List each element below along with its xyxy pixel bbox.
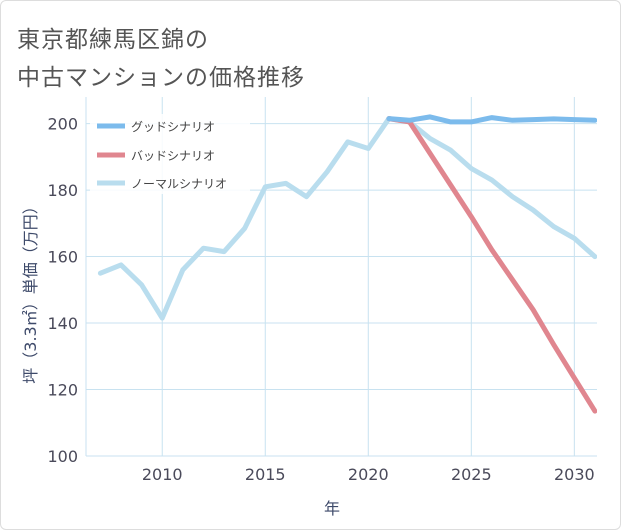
data-point-good [531, 118, 535, 121]
data-point-bad [470, 215, 473, 218]
data-point-bad [531, 308, 535, 311]
y-tick-label: 100 [47, 447, 78, 466]
data-point-normal [573, 237, 576, 240]
legend-label-bad: バッドシナリオ [131, 149, 215, 163]
data-point-normal [470, 167, 473, 170]
y-tick-label: 180 [47, 181, 78, 200]
data-point-normal [202, 247, 205, 250]
data-point-good [511, 119, 514, 122]
x-tick-label: 2015 [245, 465, 286, 484]
series-lines [97, 114, 597, 414]
data-point-good [552, 117, 555, 121]
data-point-bad [593, 409, 597, 413]
data-point-normal [531, 208, 535, 212]
data-point-normal [181, 268, 185, 272]
data-point-bad [449, 183, 452, 187]
x-axis-title: 年 [324, 499, 340, 518]
x-axis-ticks: 2010 2015 2020 2025 2030 [142, 465, 595, 484]
data-point-good [449, 120, 452, 124]
legend-label-good: グッドシナリオ [131, 120, 215, 134]
legend: グッドシナリオ バッドシナリオ ノーマルシナリオ [90, 114, 250, 194]
x-tick-label: 2020 [348, 465, 389, 484]
data-point-good [593, 119, 597, 122]
data-point-normal [140, 283, 143, 287]
data-point-normal [511, 195, 514, 198]
data-point-normal [161, 316, 164, 320]
y-tick-label: 160 [47, 248, 78, 267]
data-point-normal [325, 170, 329, 173]
data-point-bad [490, 248, 494, 252]
y-axis-ticks: 100 120 140 160 180 200 [47, 115, 78, 466]
data-point-normal [222, 250, 226, 253]
data-point-good [490, 116, 494, 119]
data-point-normal [367, 147, 370, 150]
data-point-normal [119, 263, 123, 267]
data-point-normal [490, 178, 494, 182]
data-point-normal [264, 185, 267, 188]
chart-title-line2: 中古マンションの価格推移 [17, 65, 305, 91]
data-point-normal [284, 182, 288, 185]
data-point-good [408, 119, 411, 122]
data-point-bad [552, 343, 555, 346]
series-line-bad [386, 116, 597, 414]
x-tick-label: 2025 [451, 465, 492, 484]
data-point-bad [428, 152, 432, 155]
data-point-good [387, 117, 391, 120]
y-tick-label: 140 [47, 314, 78, 333]
data-point-normal [428, 137, 432, 140]
y-tick-label: 120 [47, 381, 78, 400]
data-point-normal [243, 227, 246, 230]
data-point-normal [305, 195, 308, 198]
data-point-good [428, 115, 432, 119]
x-tick-label: 2010 [142, 465, 183, 484]
data-point-good [573, 118, 576, 121]
data-point-normal [99, 271, 102, 275]
data-point-normal [552, 225, 555, 228]
y-tick-label: 200 [47, 115, 78, 134]
data-point-normal [346, 140, 349, 144]
chart-title-line1: 東京都練馬区錦の [17, 27, 209, 53]
data-point-bad [573, 376, 576, 380]
data-point-normal [449, 148, 452, 152]
data-point-normal [593, 255, 597, 258]
x-tick-label: 2030 [554, 465, 595, 484]
y-axis-title: 坪（3.3㎡）単価（万円） [21, 198, 40, 383]
legend-label-normal: ノーマルシナリオ [131, 177, 227, 191]
data-point-bad [511, 278, 514, 282]
data-point-good [470, 120, 473, 124]
